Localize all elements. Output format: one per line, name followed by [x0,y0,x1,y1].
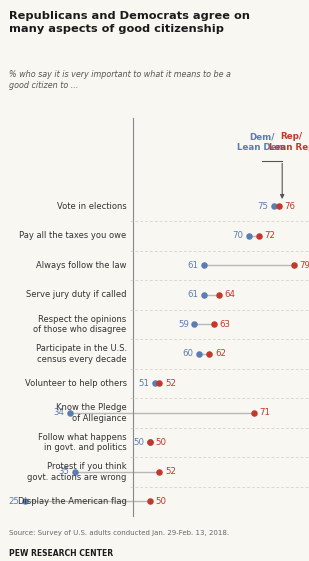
Point [252,408,257,417]
Text: 59: 59 [178,320,189,329]
Text: 71: 71 [260,408,271,417]
Text: Serve jury duty if called: Serve jury duty if called [26,291,127,300]
Text: 63: 63 [220,320,231,329]
Text: Always follow the law: Always follow the law [36,261,127,270]
Point [197,350,202,358]
Point [207,350,212,358]
Text: 72: 72 [265,231,276,240]
Text: 70: 70 [233,231,243,240]
Point [147,497,152,506]
Point [147,438,152,447]
Text: Participate in the U.S.
census every decade: Participate in the U.S. census every dec… [36,344,127,364]
Point [277,202,281,211]
Point [147,438,152,447]
Text: 52: 52 [165,379,176,388]
Point [23,497,28,506]
Point [202,291,207,300]
Point [257,231,262,240]
Text: 34: 34 [53,408,64,417]
Text: 50: 50 [155,497,166,506]
Text: 50: 50 [155,438,166,447]
Text: 61: 61 [188,291,199,300]
Text: 61: 61 [188,261,199,270]
Text: Dem/
Lean Dem: Dem/ Lean Dem [237,132,286,151]
Text: 79: 79 [300,261,309,270]
Text: 25: 25 [8,497,19,506]
Text: Respect the opinions
of those who disagree: Respect the opinions of those who disagr… [33,315,127,334]
Point [247,231,252,240]
Text: Volunteer to help others: Volunteer to help others [24,379,127,388]
Text: 51: 51 [138,379,149,388]
Text: 35: 35 [58,467,69,476]
Text: 50: 50 [133,438,144,447]
Point [67,408,72,417]
Text: Pay all the taxes you owe: Pay all the taxes you owe [19,231,127,240]
Text: Source: Survey of U.S. adults conducted Jan. 29-Feb. 13, 2018.: Source: Survey of U.S. adults conducted … [9,530,229,536]
Point [272,202,277,211]
Point [292,261,297,270]
Point [192,320,197,329]
Text: Vote in elections: Vote in elections [57,202,127,211]
Text: 52: 52 [165,467,176,476]
Text: 62: 62 [215,350,226,358]
Text: 64: 64 [225,291,236,300]
Point [157,467,162,476]
Point [157,379,162,388]
Point [72,467,77,476]
Point [212,320,217,329]
Text: 76: 76 [285,202,296,211]
Text: Know the Pledge
of Allegiance: Know the Pledge of Allegiance [56,403,127,422]
Text: PEW RESEARCH CENTER: PEW RESEARCH CENTER [9,549,113,558]
Text: % who say it is very important to what it means to be a
good citizen to ...: % who say it is very important to what i… [9,70,231,90]
Text: Follow what happens
in govt. and politics: Follow what happens in govt. and politic… [38,433,127,452]
Point [152,379,157,388]
Point [217,291,222,300]
Text: 75: 75 [257,202,269,211]
Text: 60: 60 [183,350,194,358]
Point [202,261,207,270]
Text: Rep/
Lean Rep: Rep/ Lean Rep [269,132,309,151]
Text: Protest if you think
govt. actions are wrong: Protest if you think govt. actions are w… [27,462,127,481]
Text: Display the American flag: Display the American flag [18,497,127,506]
Text: Republicans and Democrats agree on
many aspects of good citizenship: Republicans and Democrats agree on many … [9,11,250,34]
